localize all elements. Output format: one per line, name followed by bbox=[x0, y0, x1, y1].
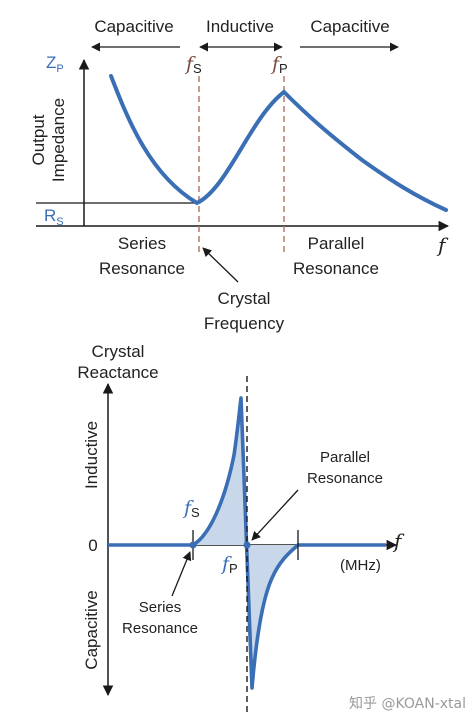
units-label: (MHz) bbox=[340, 557, 381, 574]
parallel-resonance-bottom-line1: Parallel bbox=[320, 449, 370, 466]
inductive-label: Inductive bbox=[82, 421, 101, 489]
fp-label-top: fP bbox=[270, 53, 288, 76]
fs-label-bottom: fS bbox=[182, 497, 200, 520]
zp-label: ZP bbox=[46, 53, 64, 75]
fs-label-top: fS bbox=[184, 53, 202, 76]
parallel-resonance-line2: Resonance bbox=[293, 259, 379, 278]
crystal-frequency-line1: Crystal bbox=[218, 289, 271, 308]
series-resonance-bottom-line1: Series bbox=[139, 599, 182, 616]
reactance-title-line1: Crystal bbox=[92, 342, 145, 361]
region-label-inductive: Inductive bbox=[206, 17, 274, 36]
fs-marker bbox=[189, 541, 197, 549]
series-resonance-line2: Resonance bbox=[99, 259, 185, 278]
series-resonance-line1: Series bbox=[118, 234, 166, 253]
crystal-frequency-pointer bbox=[202, 247, 239, 283]
rs-label: RS bbox=[44, 206, 64, 228]
zero-label: 0 bbox=[88, 536, 97, 555]
top-x-axis-label: f bbox=[436, 233, 449, 257]
reactance-title-line2: Reactance bbox=[77, 363, 158, 382]
fp-label-bottom: fP bbox=[220, 553, 238, 576]
impedance-curve bbox=[109, 74, 448, 212]
capacitive-label: Capacitive bbox=[82, 590, 101, 669]
parallel-resonance-line1: Parallel bbox=[308, 234, 365, 253]
region-label-capacitive-right: Capacitive bbox=[310, 17, 389, 36]
impedance-plot: Capacitive Inductive Capacitive ZP RS Ou… bbox=[29, 17, 450, 333]
watermark: 知乎 @KOAN-xtal bbox=[349, 695, 466, 712]
y-axis-title-line2: Impedance bbox=[49, 98, 68, 182]
crystal-frequency-line2: Frequency bbox=[204, 314, 285, 333]
bottom-x-axis-label: f bbox=[392, 529, 405, 553]
capacitive-region-fill bbox=[247, 545, 298, 688]
reactance-plot: Crystal Reactance Inductive Capacitive 0… bbox=[77, 342, 405, 712]
parallel-resonance-bottom-line2: Resonance bbox=[307, 470, 383, 487]
inductive-region-fill bbox=[193, 398, 247, 545]
parallel-resonance-pointer bbox=[251, 489, 299, 541]
region-label-capacitive-left: Capacitive bbox=[94, 17, 173, 36]
y-axis-title-line1: Output bbox=[29, 114, 48, 165]
top-y-axis-title: Output Impedance bbox=[29, 98, 68, 182]
series-resonance-bottom-line2: Resonance bbox=[122, 620, 198, 637]
fp-marker bbox=[243, 541, 251, 549]
series-resonance-pointer bbox=[171, 551, 192, 597]
